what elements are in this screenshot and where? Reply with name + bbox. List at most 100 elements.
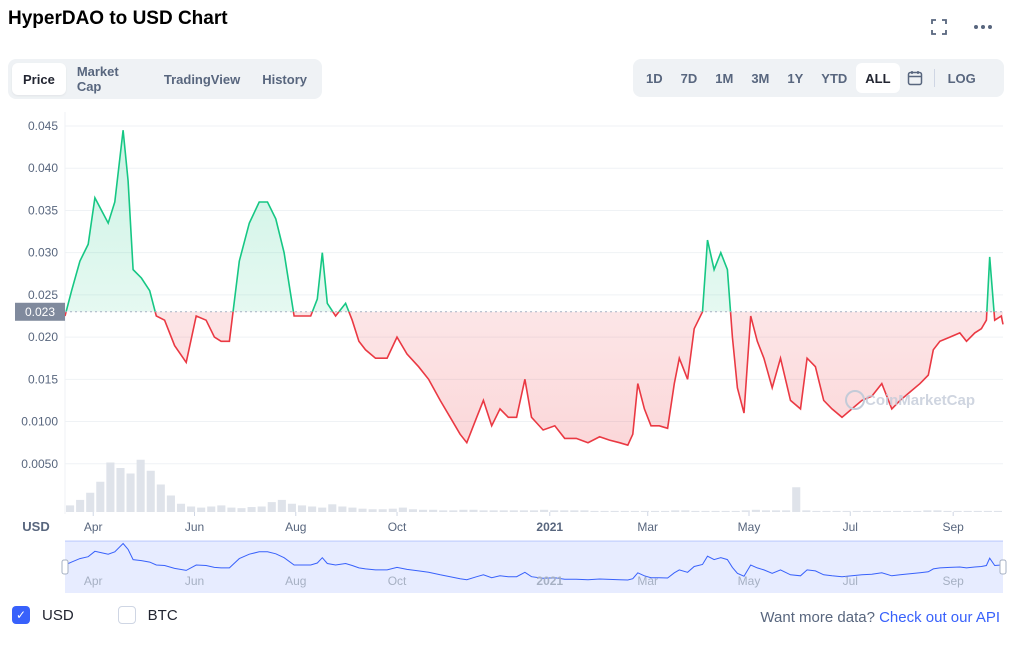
volume-bar — [338, 506, 347, 512]
volume-bar — [287, 503, 296, 512]
volume-bar — [217, 505, 226, 512]
volume-bar — [509, 510, 518, 512]
volume-bar — [953, 510, 962, 512]
volume-bar — [489, 510, 498, 512]
volume-bar — [439, 510, 448, 512]
navigator-range — [65, 541, 1003, 593]
expand-icon[interactable] — [926, 14, 952, 40]
volume-bar — [136, 459, 145, 512]
watermark-text: CoinMarketCap — [865, 392, 975, 409]
tab-history[interactable]: History — [262, 71, 307, 87]
more-options-icon[interactable] — [970, 14, 996, 40]
volume-bar — [398, 507, 407, 512]
range-all[interactable]: ALL — [856, 63, 900, 93]
volume-bar — [419, 509, 428, 512]
volume-bar — [943, 510, 952, 512]
x-tick-label: Jun — [185, 520, 204, 534]
log-scale-toggle[interactable]: LOG — [947, 70, 976, 86]
volume-bar — [297, 505, 307, 512]
volume-bar — [570, 510, 579, 512]
y-tick-label: 0.035 — [28, 203, 58, 217]
volume-bar — [207, 506, 216, 512]
volume-bar — [993, 510, 1002, 512]
tab-price[interactable]: Price — [12, 63, 66, 95]
volume-bar — [76, 499, 85, 512]
volume-bar — [812, 510, 821, 512]
navigator-tick-label: Jul — [843, 574, 858, 588]
x-tick-label: Sep — [943, 520, 965, 534]
volume-bar — [308, 506, 317, 512]
y-tick-label: 0.025 — [28, 288, 58, 302]
volume-bar — [580, 510, 589, 512]
volume-bar — [882, 510, 892, 512]
volume-bar — [983, 510, 992, 512]
range-divider — [933, 69, 935, 87]
range-1y[interactable]: 1Y — [787, 70, 804, 86]
navigator-right-handle[interactable] — [999, 559, 1007, 575]
volume-bar — [247, 507, 256, 512]
navigator-tick-label: Jun — [185, 574, 204, 588]
x-tick-label: Jul — [843, 520, 858, 534]
volume-bar — [267, 502, 276, 512]
y-tick-label: 0.040 — [28, 161, 58, 175]
volume-bar — [751, 509, 760, 512]
navigator-tick-label: 2021 — [536, 574, 563, 588]
volume-bar — [711, 510, 720, 512]
calendar-icon[interactable] — [900, 63, 930, 93]
volume-bar — [368, 509, 377, 512]
volume-bar — [610, 510, 619, 512]
chart-tabs: Price Market Cap TradingView History — [8, 59, 322, 99]
navigator-left-handle[interactable] — [61, 559, 69, 575]
volume-bar — [86, 492, 95, 512]
volume-bar — [96, 481, 105, 512]
volume-bar — [913, 510, 922, 512]
range-1d[interactable]: 1D — [646, 70, 663, 86]
volume-bar — [540, 509, 549, 512]
y-tick-label: 0.0100 — [21, 415, 58, 429]
tab-market-cap[interactable]: Market Cap — [76, 64, 119, 94]
navigator-tick-label: Apr — [84, 574, 103, 588]
x-tick-label: May — [738, 520, 761, 534]
tab-tradingview[interactable]: TradingView — [163, 71, 241, 87]
volume-bar — [197, 507, 206, 512]
volume-bar — [661, 510, 670, 512]
range-1m[interactable]: 1M — [715, 70, 734, 86]
volume-bar — [640, 510, 649, 512]
volume-bar — [187, 506, 196, 512]
volume-bar — [630, 510, 639, 512]
volume-bar — [378, 509, 387, 512]
volume-bar — [691, 510, 700, 512]
api-link[interactable]: Check out our API — [879, 609, 1000, 626]
currency-legend: ✓ USD BTC — [12, 606, 222, 624]
usd-checkbox[interactable]: ✓ — [12, 606, 30, 624]
navigator-tick-label: Oct — [388, 574, 407, 588]
y-tick-label: 0.020 — [28, 330, 58, 344]
btc-checkbox[interactable] — [117, 606, 136, 624]
volume-bar — [519, 510, 528, 512]
currency-axis-label: USD — [22, 519, 49, 534]
x-tick-label: Oct — [388, 520, 407, 534]
volume-bar — [923, 510, 932, 512]
x-tick-label: Apr — [84, 520, 103, 534]
volume-bar — [701, 510, 710, 512]
navigator-tick-label: May — [738, 574, 761, 588]
range-3m[interactable]: 3M — [751, 70, 770, 86]
price-area-above — [66, 130, 995, 312]
volume-bar — [529, 510, 539, 512]
navigator-tick-label: Sep — [943, 574, 965, 588]
usd-label: USD — [42, 606, 74, 624]
volume-bar — [318, 507, 327, 512]
btc-label: BTC — [147, 606, 178, 624]
chart-title: HyperDAO to USD Chart — [8, 8, 228, 29]
volume-bar — [499, 510, 508, 512]
range-ytd[interactable]: YTD — [821, 70, 848, 86]
x-tick-label: Aug — [285, 520, 306, 534]
volume-bar — [479, 510, 488, 512]
volume-bar — [257, 506, 266, 512]
volume-bar — [721, 510, 730, 512]
volume-bar — [832, 510, 841, 512]
volume-bar — [166, 495, 175, 512]
range-7d[interactable]: 7D — [680, 70, 698, 86]
y-tick-label: 0.0050 — [21, 457, 58, 471]
